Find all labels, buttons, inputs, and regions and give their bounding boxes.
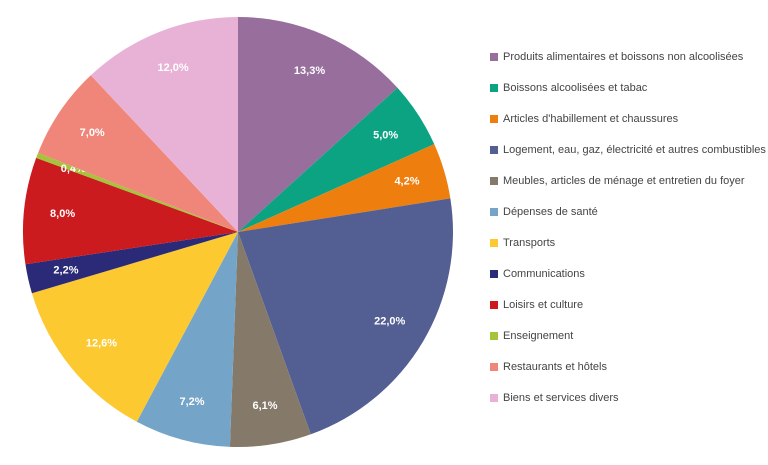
pie-slice xyxy=(238,144,451,232)
data-label: 6,1% xyxy=(252,400,277,412)
legend-label: Produits alimentaires et boissons non al… xyxy=(503,51,744,63)
pie-slice xyxy=(36,152,238,232)
legend-swatch xyxy=(490,332,498,340)
legend-label: Restaurants et hôtels xyxy=(503,361,607,373)
legend-label: Logement, eau, gaz, électricité et autre… xyxy=(503,144,766,156)
data-label: 22,0% xyxy=(374,316,405,328)
pie-slice xyxy=(238,17,398,232)
legend-label: Boissons alcoolisées et tabac xyxy=(503,82,648,94)
legend-label: Transports xyxy=(503,237,556,249)
legend-swatch xyxy=(490,301,498,309)
data-label: 12,6% xyxy=(86,337,117,349)
data-label: 4,2% xyxy=(394,176,419,188)
data-label: 2,2% xyxy=(53,264,78,276)
legend-swatch xyxy=(490,270,498,278)
legend-swatch xyxy=(490,84,498,92)
legend-swatch xyxy=(490,208,498,216)
legend-swatch xyxy=(490,115,498,123)
data-label: 7,2% xyxy=(179,396,204,408)
legend-label: Enseignement xyxy=(503,330,573,342)
legend-swatch xyxy=(490,394,498,402)
legend-swatch xyxy=(490,363,498,371)
data-label: 7,0% xyxy=(80,127,105,139)
data-label: 5,0% xyxy=(373,130,398,142)
pie-slice xyxy=(38,75,239,232)
legend-label: Dépenses de santé xyxy=(503,206,598,218)
legend-swatch xyxy=(490,53,498,61)
pie-slice xyxy=(229,232,311,447)
data-label: 8,0% xyxy=(50,208,75,220)
data-label: 12,0% xyxy=(157,62,188,74)
legend-swatch xyxy=(490,239,498,247)
pie-slice xyxy=(23,157,238,265)
legend-swatch xyxy=(490,146,498,154)
legend-label: Biens et services divers xyxy=(503,392,619,404)
pie-slice xyxy=(238,198,453,435)
data-label: 13,3% xyxy=(294,65,325,77)
pie-slice xyxy=(90,17,238,232)
legend-label: Meubles, articles de ménage et entretien… xyxy=(503,175,745,187)
pie-slice xyxy=(136,232,238,447)
pie-slice xyxy=(238,87,435,232)
pie-slice xyxy=(31,232,238,422)
pie-slice xyxy=(25,232,238,294)
legend-label: Loisirs et culture xyxy=(503,299,583,311)
legend-label: Communications xyxy=(503,268,585,280)
legend-swatch xyxy=(490,177,498,185)
legend-label: Articles d'habillement et chaussures xyxy=(503,113,679,125)
